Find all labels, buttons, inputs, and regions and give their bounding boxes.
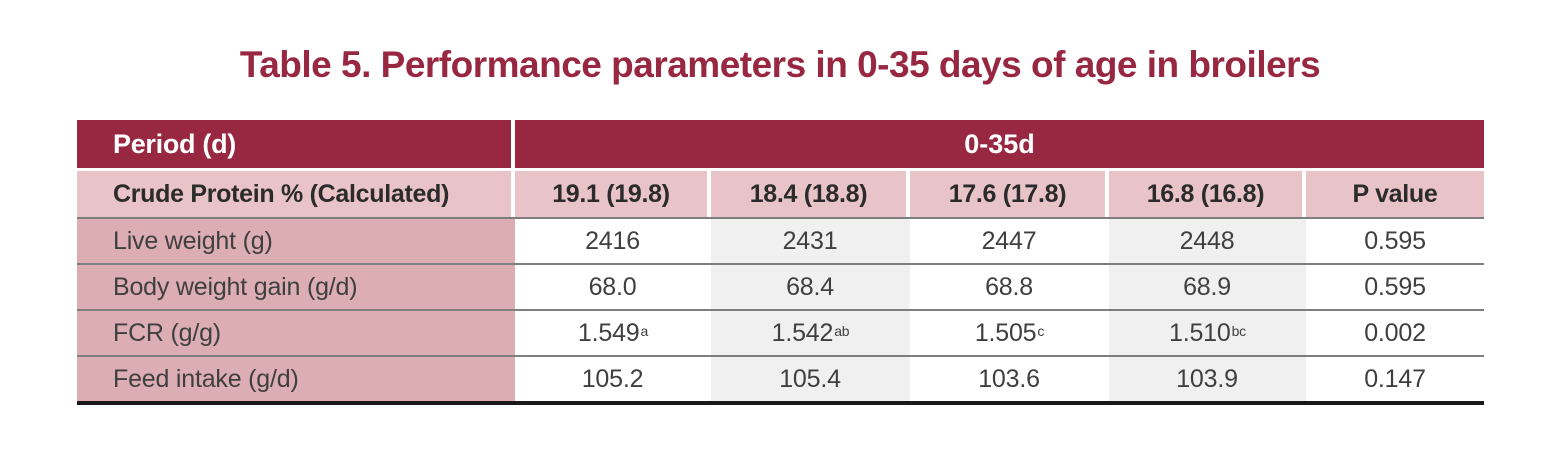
table-bottom-border	[77, 401, 1484, 405]
cell-value: 103.6	[978, 364, 1040, 393]
value-cell: 1.549 a	[515, 311, 711, 355]
cell-value: 1.549	[577, 318, 640, 347]
period-header-cell: Period (d)	[77, 120, 515, 168]
span-header-cell: 0-35d	[964, 128, 1035, 159]
cell-value: 103.9	[1176, 364, 1238, 393]
cell-value: 68.8	[985, 272, 1033, 301]
cell-value: 1.510	[1169, 318, 1231, 347]
value-cell: 103.6	[910, 357, 1109, 401]
value-cell: 2416	[515, 219, 711, 263]
cell-value: 105.4	[779, 364, 841, 393]
row-label-cell: Feed intake (g/d)	[77, 357, 515, 401]
value-cell: 105.2	[515, 357, 711, 401]
table-header-row: Period (d) 0-35d	[77, 120, 1484, 168]
value-cell: 1.505 c	[910, 311, 1109, 355]
value-cell: 2431	[711, 219, 910, 263]
table-row: Feed intake (g/d) 105.2 105.4 103.6 103.…	[77, 357, 1484, 401]
row-divider	[77, 309, 1484, 311]
row-divider	[77, 217, 1484, 219]
p-value-header-cell: P value	[1306, 171, 1484, 217]
table-row: Body weight gain (g/d) 68.0 68.4 68.8 68…	[77, 265, 1484, 309]
value-cell: 1.542 ab	[711, 311, 910, 355]
value-cell: 2448	[1109, 219, 1306, 263]
value-cell: 103.9	[1109, 357, 1306, 401]
row-label-cell: Live weight (g)	[77, 219, 515, 263]
table-row: FCR (g/g) 1.549 a 1.542 ab 1.505 c 1.510 bc …	[77, 311, 1484, 355]
crude-protein-label-cell: Crude Protein % (Calculated)	[77, 171, 515, 217]
row-label-cell: Body weight gain (g/d)	[77, 265, 515, 309]
value-cell: 68.8	[910, 265, 1109, 309]
page-title: Table 5. Performance parameters in 0-35 …	[239, 44, 1321, 85]
value-cell: 1.510 bc	[1109, 311, 1306, 355]
cell-value: 105.2	[581, 364, 644, 393]
cell-value: 1.542	[771, 318, 834, 347]
subheader-value-cell: 18.4 (18.8)	[711, 171, 910, 217]
table-row: Live weight (g) 2416 2431 2447 2448 0.59…	[77, 219, 1484, 263]
p-value-cell: 0.595	[1306, 219, 1484, 263]
value-cell: 2447	[910, 219, 1109, 263]
p-value-cell: 0.595	[1306, 265, 1484, 309]
p-value-cell: 0.002	[1306, 311, 1484, 355]
cell-value: 2447	[981, 226, 1037, 255]
cell-value: 2431	[782, 226, 838, 255]
subheader-value-cell: 17.6 (17.8)	[910, 171, 1109, 217]
row-divider	[77, 263, 1484, 265]
cell-value: 1.505	[974, 318, 1037, 347]
cell-value: 68.4	[786, 272, 834, 301]
value-cell: 68.9	[1109, 265, 1306, 309]
value-cell: 68.4	[711, 265, 910, 309]
cell-value: 2416	[585, 226, 640, 255]
row-divider	[77, 355, 1484, 357]
row-label-cell: FCR (g/g)	[77, 311, 515, 355]
subheader-value-cell: 16.8 (16.8)	[1109, 171, 1306, 217]
cell-value: 68.0	[588, 272, 637, 301]
value-cell: 105.4	[711, 357, 910, 401]
subheader-value-cell: 19.1 (19.8)	[515, 171, 711, 217]
p-value-cell: 0.147	[1306, 357, 1484, 401]
performance-table: Period (d) 0-35d Crude Protein % (Calcul…	[77, 120, 1484, 405]
value-cell: 68.0	[515, 265, 711, 309]
cell-value: 68.9	[1183, 272, 1231, 301]
cell-value: 2448	[1179, 226, 1235, 255]
subheader-row: Crude Protein % (Calculated) 19.1 (19.8)…	[77, 171, 1484, 217]
